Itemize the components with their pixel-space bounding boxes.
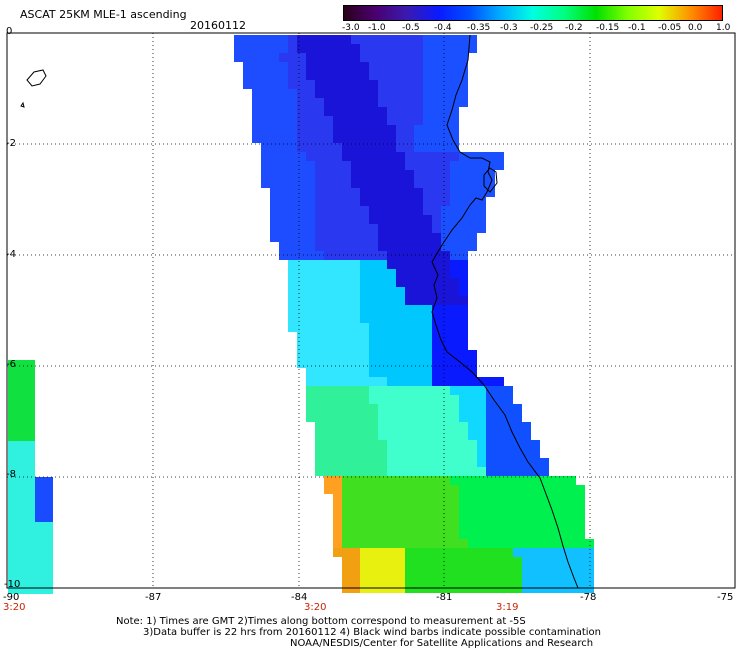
map-frame bbox=[6, 32, 736, 589]
time-label-3: 3:19 bbox=[496, 602, 519, 613]
colorbar-label: -0.35 bbox=[467, 23, 491, 33]
note-line-2: 3)Data buffer is 22 hrs from 20160112 4)… bbox=[143, 627, 601, 638]
note-line-3: NOAA/NESDIS/Center for Satellite Applica… bbox=[290, 638, 594, 649]
lat-label-m8: -8 bbox=[6, 469, 16, 480]
colorbar-label: -0.15 bbox=[596, 23, 620, 33]
time-label-1: 3:20 bbox=[3, 602, 26, 613]
colorbar-label: -3.0 bbox=[342, 23, 360, 33]
product-title: ASCAT 25KM MLE-1 ascending bbox=[20, 8, 187, 21]
colorbar bbox=[343, 5, 723, 21]
colorbar-label: -0.05 bbox=[658, 23, 682, 33]
colorbar-label: -0.4 bbox=[434, 23, 452, 33]
time-label-2: 3:20 bbox=[304, 602, 327, 613]
colorbar-label: 1.0 bbox=[716, 23, 731, 33]
lon-label-m75: -75 bbox=[717, 592, 734, 603]
date-label: 20160112 bbox=[190, 19, 246, 32]
colorbar-label: -0.2 bbox=[565, 23, 583, 33]
colorbar-label: -0.3 bbox=[500, 23, 518, 33]
gulf-island bbox=[483, 167, 498, 193]
galapagos-islet bbox=[20, 101, 25, 108]
lat-label-m4: -4 bbox=[6, 249, 16, 260]
colorbar-label: -1.0 bbox=[368, 23, 386, 33]
ascat-swath bbox=[8, 35, 594, 594]
lat-label-m10: -10 bbox=[4, 579, 21, 590]
lon-label-m81: -81 bbox=[436, 592, 453, 603]
colorbar-label: -0.5 bbox=[402, 23, 420, 33]
galapagos-island bbox=[26, 69, 47, 87]
lat-label-m6: -6 bbox=[6, 359, 16, 370]
colorbar-label: -0.25 bbox=[530, 23, 554, 33]
lat-label-m2: -2 bbox=[6, 138, 16, 149]
south-america-coastline bbox=[431, 34, 579, 589]
colorbar-label: -0.1 bbox=[628, 23, 646, 33]
lon-label-m90: -90 bbox=[3, 592, 20, 603]
lon-label-m78: -78 bbox=[580, 592, 597, 603]
lon-label-m87: -87 bbox=[145, 592, 162, 603]
colorbar-label: 0.0 bbox=[688, 23, 703, 33]
lon-label-m84: -84 bbox=[291, 592, 308, 603]
note-line-1: Note: 1) Times are GMT 2)Times along bot… bbox=[116, 616, 526, 627]
lat-label-0: 0 bbox=[6, 26, 13, 37]
coastline bbox=[20, 34, 579, 589]
